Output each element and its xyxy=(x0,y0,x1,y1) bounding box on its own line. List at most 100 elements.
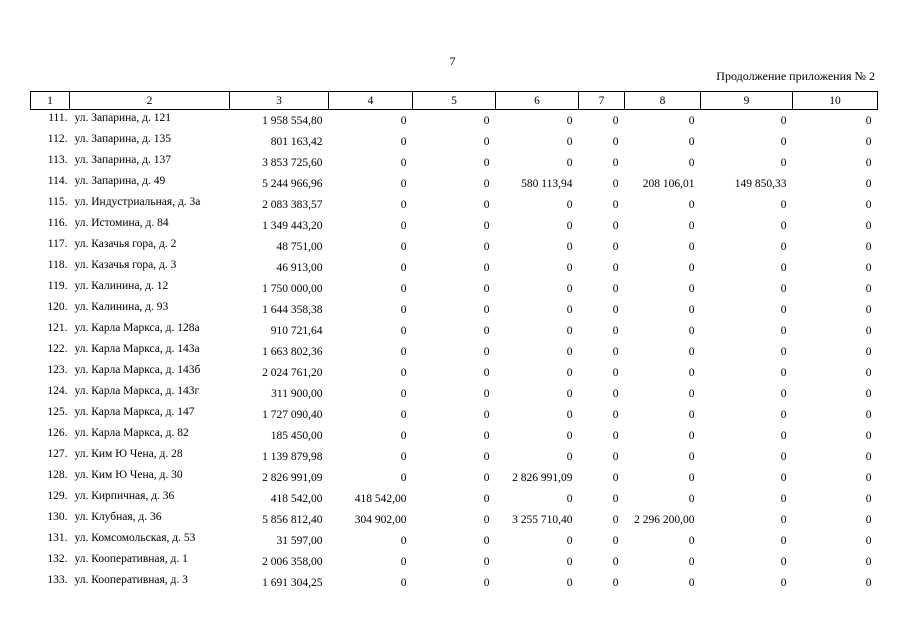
table-row: 116. ул. Истомина, д. 84 1 349 443,20 0 0 0 0 0… xyxy=(31,215,878,236)
table-row: 125. ул. Карла Маркса, д. 147 1 727 090,40… xyxy=(31,404,878,425)
value-cell: 2 826 991,09 xyxy=(262,471,323,484)
value-cell: 0 xyxy=(780,114,787,127)
value-cell: 5 244 966,96 xyxy=(262,177,323,190)
value-cell: 0 xyxy=(483,450,490,463)
value-cell: 0 xyxy=(566,408,573,421)
value-cell: 0 xyxy=(400,450,407,463)
address-cell: ул. Кирпичная, д. 36 xyxy=(74,489,175,502)
value-cell: 0 xyxy=(483,534,490,547)
row-number: 112. xyxy=(47,132,68,145)
value-cell: 0 xyxy=(566,429,573,442)
value-cell: 48 751,00 xyxy=(276,240,323,253)
value-cell: 0 xyxy=(865,240,872,253)
value-cell: 0 xyxy=(566,240,573,253)
value-cell: 0 xyxy=(780,555,787,568)
row-number: 131. xyxy=(47,531,68,544)
value-cell: 0 xyxy=(483,324,490,337)
value-cell: 0 xyxy=(400,240,407,253)
value-cell: 0 xyxy=(483,261,490,274)
value-cell: 0 xyxy=(612,534,619,547)
value-cell: 5 856 812,40 xyxy=(262,513,323,526)
table-row: 122. ул. Карла Маркса, д. 143а 1 663 802,3… xyxy=(31,341,878,362)
row-number: 128. xyxy=(47,468,68,481)
table-row: 123. ул. Карла Маркса, д. 143б 2 024 761,2… xyxy=(31,362,878,383)
address-cell: ул. Истомина, д. 84 xyxy=(74,216,169,229)
value-cell: 3 853 725,60 xyxy=(262,156,323,169)
value-cell: 0 xyxy=(483,177,490,190)
value-cell: 0 xyxy=(780,219,787,232)
value-cell: 1 727 090,40 xyxy=(262,408,323,421)
value-cell: 2 296 200,00 xyxy=(634,513,695,526)
column-header: 3 xyxy=(229,91,329,110)
value-cell: 0 xyxy=(483,219,490,232)
column-header: 9 xyxy=(700,91,793,110)
value-cell: 0 xyxy=(566,387,573,400)
address-cell: ул. Карла Маркса, д. 82 xyxy=(74,426,189,439)
row-number: 114. xyxy=(47,174,68,187)
value-cell: 0 xyxy=(400,303,407,316)
table-row: 115. ул. Индустриальная, д. 3а 2 083 383,5… xyxy=(31,194,878,215)
value-cell: 0 xyxy=(780,492,787,505)
value-cell: 0 xyxy=(865,345,872,358)
value-cell: 0 xyxy=(865,576,872,589)
value-cell: 0 xyxy=(612,471,619,484)
address-cell: ул. Карла Маркса, д. 147 xyxy=(74,405,195,418)
table-row: 127. ул. Ким Ю Чена, д. 28 1 139 879,98 0 0 0… xyxy=(31,446,878,467)
address-cell: ул. Казачья гора, д. 2 xyxy=(74,237,177,250)
address-cell: ул. Калинина, д. 12 xyxy=(74,279,169,292)
value-cell: 0 xyxy=(483,114,490,127)
value-cell: 0 xyxy=(780,429,787,442)
value-cell: 0 xyxy=(688,576,695,589)
value-cell: 185 450,00 xyxy=(270,429,323,442)
value-cell: 0 xyxy=(566,492,573,505)
value-cell: 0 xyxy=(483,366,490,379)
value-cell: 0 xyxy=(400,534,407,547)
value-cell: 0 xyxy=(566,450,573,463)
value-cell: 0 xyxy=(612,219,619,232)
row-number: 130. xyxy=(47,510,68,523)
value-cell: 0 xyxy=(688,114,695,127)
value-cell: 0 xyxy=(612,156,619,169)
value-cell: 0 xyxy=(612,282,619,295)
value-cell: 0 xyxy=(865,261,872,274)
value-cell: 0 xyxy=(688,387,695,400)
value-cell: 0 xyxy=(400,429,407,442)
value-cell: 0 xyxy=(612,576,619,589)
value-cell: 0 xyxy=(780,324,787,337)
value-cell: 0 xyxy=(688,324,695,337)
table-row: 126. ул. Карла Маркса, д. 82 185 450,00 0 0 0… xyxy=(31,425,878,446)
value-cell: 0 xyxy=(688,156,695,169)
value-cell: 2 826 991,09 xyxy=(512,471,573,484)
row-number: 119. xyxy=(47,279,68,292)
value-cell: 0 xyxy=(780,576,787,589)
value-cell: 0 xyxy=(400,198,407,211)
column-header: 6 xyxy=(495,91,579,110)
table-row: 133. ул. Кооперативная, д. 3 1 691 304,25 0… xyxy=(31,572,878,593)
row-number: 113. xyxy=(47,153,68,166)
row-number: 125. xyxy=(47,405,68,418)
value-cell: 0 xyxy=(400,177,407,190)
value-cell: 0 xyxy=(483,135,490,148)
value-cell: 0 xyxy=(612,450,619,463)
value-cell: 0 xyxy=(566,534,573,547)
row-number: 115. xyxy=(47,195,68,208)
row-number: 126. xyxy=(47,426,68,439)
value-cell: 0 xyxy=(688,282,695,295)
value-cell: 2 083 383,57 xyxy=(262,198,323,211)
value-cell: 0 xyxy=(688,261,695,274)
value-cell: 0 xyxy=(865,387,872,400)
value-cell: 0 xyxy=(780,345,787,358)
table-row: 117. ул. Казачья гора, д. 2 48 751,00 0 0 0 0 0… xyxy=(31,236,878,257)
row-number: 127. xyxy=(47,447,68,460)
value-cell: 0 xyxy=(780,387,787,400)
value-cell: 0 xyxy=(688,408,695,421)
value-cell: 0 xyxy=(688,450,695,463)
value-cell: 0 xyxy=(780,282,787,295)
value-cell: 0 xyxy=(865,303,872,316)
value-cell: 0 xyxy=(612,366,619,379)
address-cell: ул. Ким Ю Чена, д. 28 xyxy=(74,447,183,460)
value-cell: 0 xyxy=(400,219,407,232)
value-cell: 0 xyxy=(688,303,695,316)
value-cell: 311 900,00 xyxy=(271,387,323,400)
address-cell: ул. Индустриальная, д. 3а xyxy=(74,195,201,208)
